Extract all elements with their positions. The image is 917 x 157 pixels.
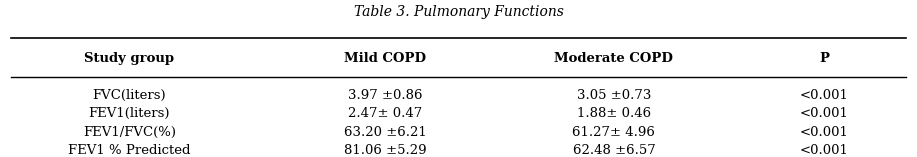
Text: Moderate COPD: Moderate COPD — [555, 52, 673, 65]
Text: <0.001: <0.001 — [800, 107, 848, 120]
Text: P: P — [819, 52, 829, 65]
Text: 2.47± 0.47: 2.47± 0.47 — [348, 107, 423, 120]
Text: 61.27± 4.96: 61.27± 4.96 — [572, 126, 656, 139]
Text: 63.20 ±6.21: 63.20 ±6.21 — [344, 126, 426, 139]
Text: 81.06 ±5.29: 81.06 ±5.29 — [344, 144, 426, 157]
Text: Study group: Study group — [84, 52, 174, 65]
Text: Mild COPD: Mild COPD — [345, 52, 426, 65]
Text: Table 3. Pulmonary Functions: Table 3. Pulmonary Functions — [354, 5, 563, 19]
Text: FEV1 % Predicted: FEV1 % Predicted — [68, 144, 191, 157]
Text: 3.97 ±0.86: 3.97 ±0.86 — [348, 89, 423, 102]
Text: <0.001: <0.001 — [800, 144, 848, 157]
Text: FVC(liters): FVC(liters) — [93, 89, 166, 102]
Text: 62.48 ±6.57: 62.48 ±6.57 — [572, 144, 656, 157]
Text: 1.88± 0.46: 1.88± 0.46 — [577, 107, 651, 120]
Text: FEV1(liters): FEV1(liters) — [89, 107, 171, 120]
Text: <0.001: <0.001 — [800, 126, 848, 139]
Text: <0.001: <0.001 — [800, 89, 848, 102]
Text: 3.05 ±0.73: 3.05 ±0.73 — [577, 89, 651, 102]
Text: FEV1/FVC(%): FEV1/FVC(%) — [83, 126, 176, 139]
